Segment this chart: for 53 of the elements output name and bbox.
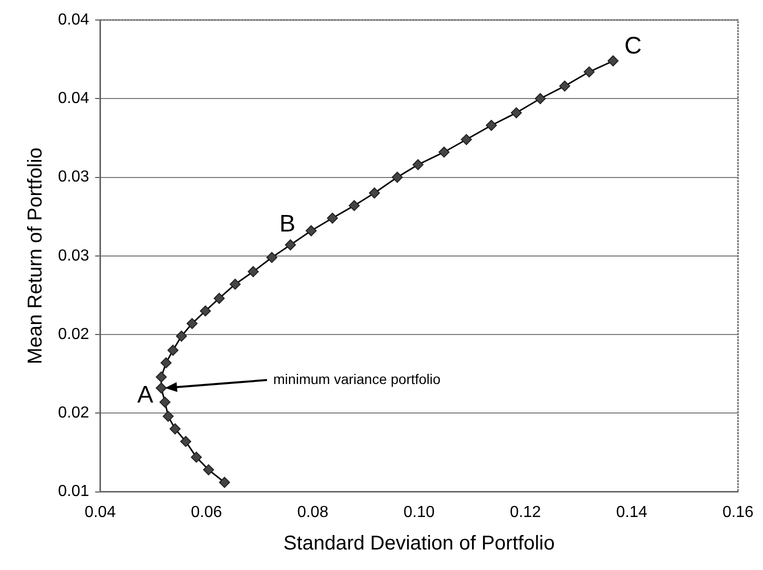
point (559, 80, 570, 92)
point (438, 146, 450, 158)
point (348, 200, 360, 212)
point (167, 344, 178, 356)
y-tick-label: 0.03 (58, 247, 90, 264)
annotation: B (279, 210, 296, 238)
point (200, 305, 211, 316)
point (306, 225, 317, 236)
x-tick-label: 0.06 (190, 504, 222, 521)
x-tick-label: 0.04 (84, 504, 116, 521)
annotation: C (624, 32, 642, 60)
point (326, 212, 338, 224)
point (248, 266, 259, 278)
point (368, 187, 380, 198)
x-tick-label: 0.14 (616, 504, 648, 521)
point (266, 252, 278, 263)
y-tick-label: 0.04 (58, 90, 90, 108)
point (230, 278, 241, 290)
x-tick-label: 0.12 (510, 504, 542, 521)
y-tick-label: 0.04 (58, 11, 90, 28)
x-axis-title: Standard Deviation of Portfolio (283, 532, 555, 555)
point (214, 292, 225, 304)
y-axis-title: Mean Return of Portfolio (24, 148, 47, 364)
point (190, 452, 202, 463)
point (186, 318, 198, 330)
point (284, 239, 296, 250)
point (162, 410, 174, 422)
point (608, 55, 619, 66)
point (159, 396, 170, 408)
point (510, 107, 522, 118)
y-tick-label: 0.02 (58, 326, 90, 343)
annotation: A (137, 382, 154, 409)
point (156, 382, 167, 394)
point (176, 330, 187, 342)
y-tick-label: 0.01 (58, 483, 90, 500)
x-tick-label: 0.10 (404, 504, 435, 521)
point (219, 476, 230, 488)
point (486, 120, 497, 131)
point (203, 464, 214, 476)
y-tick-label: 0.03 (58, 168, 90, 186)
point (412, 159, 424, 170)
point (392, 172, 403, 183)
point (180, 436, 192, 447)
point (156, 371, 167, 382)
point (534, 93, 546, 104)
x-tick-label: 0.16 (722, 504, 754, 521)
annotation: minimum variance portfolio (273, 370, 441, 387)
x-tick-label: 0.08 (297, 504, 328, 521)
point (584, 66, 595, 78)
point (170, 423, 181, 434)
y-tick-label: 0.02 (58, 404, 90, 422)
point (460, 134, 472, 146)
point (160, 357, 172, 368)
